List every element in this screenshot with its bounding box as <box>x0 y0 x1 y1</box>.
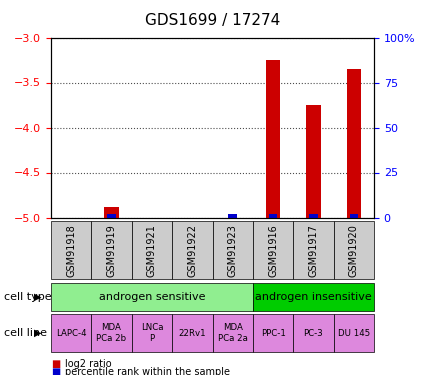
Bar <box>347 69 361 218</box>
Text: log2 ratio: log2 ratio <box>65 359 111 369</box>
Text: percentile rank within the sample: percentile rank within the sample <box>65 367 230 375</box>
Bar <box>105 207 119 218</box>
Text: ■: ■ <box>51 367 60 375</box>
Bar <box>309 214 317 217</box>
Text: LNCa
P: LNCa P <box>141 323 163 343</box>
Text: LAPC-4: LAPC-4 <box>56 328 87 338</box>
Text: cell line: cell line <box>4 328 47 338</box>
Text: GSM91922: GSM91922 <box>187 224 197 277</box>
Text: ■: ■ <box>51 359 60 369</box>
Text: PPC-1: PPC-1 <box>261 328 286 338</box>
Text: GSM91923: GSM91923 <box>228 224 238 277</box>
Text: GDS1699 / 17274: GDS1699 / 17274 <box>145 13 280 28</box>
Text: 22Rv1: 22Rv1 <box>178 328 206 338</box>
Bar <box>108 214 116 217</box>
Text: cell type: cell type <box>4 292 52 302</box>
Bar <box>266 60 280 217</box>
Bar <box>269 214 277 217</box>
Text: GSM91921: GSM91921 <box>147 224 157 277</box>
Text: GSM91917: GSM91917 <box>309 224 318 277</box>
Bar <box>350 214 358 217</box>
Bar <box>229 214 237 217</box>
Text: MDA
PCa 2a: MDA PCa 2a <box>218 323 248 343</box>
Text: GSM91920: GSM91920 <box>349 224 359 277</box>
Text: GSM91918: GSM91918 <box>66 224 76 277</box>
Text: androgen insensitive: androgen insensitive <box>255 292 372 302</box>
Text: GSM91919: GSM91919 <box>107 224 116 277</box>
Text: PC-3: PC-3 <box>303 328 323 338</box>
Bar <box>306 105 320 218</box>
Text: ▶: ▶ <box>34 328 41 338</box>
Text: MDA
PCa 2b: MDA PCa 2b <box>96 323 127 343</box>
Text: GSM91916: GSM91916 <box>268 224 278 277</box>
Text: ▶: ▶ <box>34 292 41 302</box>
Text: DU 145: DU 145 <box>338 328 370 338</box>
Text: androgen sensitive: androgen sensitive <box>99 292 205 302</box>
